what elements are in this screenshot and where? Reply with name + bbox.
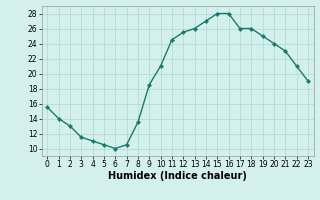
X-axis label: Humidex (Indice chaleur): Humidex (Indice chaleur) [108,171,247,181]
